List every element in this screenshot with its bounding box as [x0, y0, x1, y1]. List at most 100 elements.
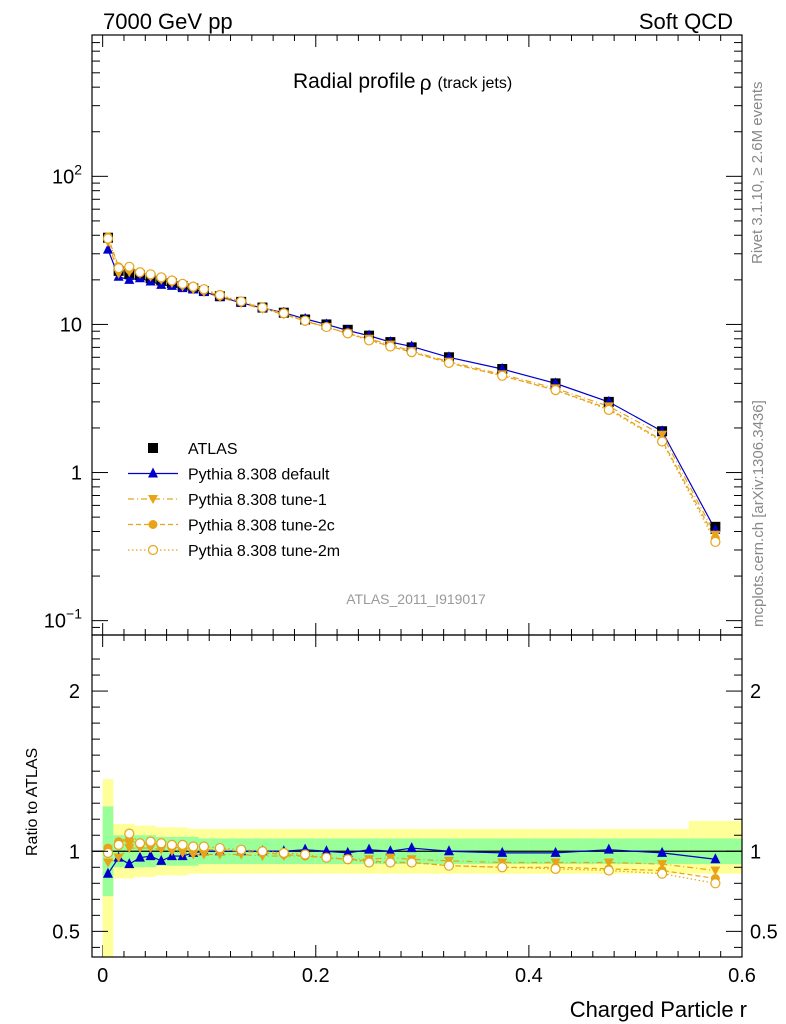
ratio-series-line: [107, 839, 716, 880]
plot-title: Radial profile ρ (track jets): [293, 70, 512, 95]
mc-point: [603, 404, 614, 415]
mc-point: [214, 289, 225, 301]
ratio-point: [385, 845, 396, 856]
mc-point: [385, 341, 396, 352]
legend-marker: [148, 467, 158, 478]
ratio-point: [363, 857, 375, 868]
legend-marker: [148, 495, 158, 504]
ratio-point: [278, 847, 289, 858]
mc-point: [710, 536, 721, 548]
ratio-point: [113, 839, 124, 850]
ratio-point: [300, 849, 311, 860]
analysis-id-label: ATLAS_2011_I919017: [346, 591, 486, 607]
ratio-point: [102, 867, 113, 878]
ratio-point: [124, 844, 135, 854]
rivet-label: Rivet 3.1.10, ≥ 2.6M events: [749, 82, 766, 265]
y-tick-label-base: 10: [44, 611, 66, 633]
legend-marker: [148, 443, 158, 453]
legend-marker: [148, 520, 158, 529]
ratio-point: [198, 841, 209, 852]
ratio-point: [177, 839, 188, 850]
mc-point: [102, 233, 114, 244]
y-tick-label-exponent: 2: [74, 161, 82, 177]
ratio-point: [603, 865, 614, 876]
ratio-point: [710, 878, 721, 889]
ratio-point: [657, 846, 668, 857]
ratio-point: [145, 850, 156, 861]
ratio-point: [113, 853, 124, 863]
ratio-point: [443, 860, 455, 871]
mc-point: [300, 315, 311, 326]
y-tick-label-exponent: −1: [66, 606, 82, 622]
ratio-point: [156, 854, 167, 865]
mc-point: [363, 335, 375, 346]
ratio-frame: [91, 634, 743, 958]
ratio-series-line: [107, 847, 716, 872]
header-right-label: Soft QCD: [639, 9, 733, 34]
mc-point: [124, 261, 135, 272]
ratio-point: [550, 863, 561, 874]
legend-label: Pythia 8.308 tune-1: [188, 492, 327, 509]
ratio-y-tick-label-right: 0.5: [750, 921, 778, 943]
ratio-point: [257, 846, 268, 857]
ratio-y-tick-label-left: 1: [69, 841, 80, 863]
ratio-point: [188, 850, 199, 860]
plot-title-main: Radial profile: [293, 70, 416, 93]
ratio-point: [443, 845, 454, 856]
y-tick-label-base: 10: [52, 166, 74, 188]
y-tick-label: 1: [71, 463, 82, 485]
mc-point: [236, 296, 247, 307]
ratio-point: [166, 839, 178, 850]
y-tick-label-base: 1: [71, 463, 82, 485]
mc-point: [145, 269, 156, 280]
legend-label: Pythia 8.308 tune-2m: [188, 543, 340, 560]
mc-point: [198, 284, 209, 295]
mc-point: [102, 243, 113, 254]
ratio-point: [124, 828, 135, 839]
mc-point: [550, 385, 561, 396]
mcplots-label: mcplots.cern.ch [arXiv:1306.3436]: [750, 400, 767, 627]
ratio-y-tick-label-left: 2: [69, 681, 80, 703]
mc-point: [177, 278, 188, 289]
ratio-point: [657, 860, 668, 870]
mc-point: [188, 281, 199, 292]
ratio-point: [321, 852, 332, 863]
legend-label: ATLAS: [188, 441, 238, 458]
header-left-label: 7000 GeV pp: [103, 9, 233, 34]
mc-point: [656, 436, 668, 447]
ratio-point: [156, 838, 167, 849]
mc-point: [113, 263, 124, 274]
ratio-point: [603, 843, 614, 854]
mc-point: [443, 357, 455, 368]
mc-point: [257, 302, 268, 313]
x-tick-label: 0.6: [728, 965, 756, 987]
mc-point: [406, 347, 417, 358]
ratio-series-line: [107, 832, 716, 884]
ratio-point: [710, 853, 721, 864]
ratio-point: [134, 851, 145, 862]
ratio-point: [134, 838, 146, 849]
ratio-point: [497, 862, 508, 873]
y-tick-label: 102: [52, 161, 82, 188]
y-tick-label-base: 10: [60, 314, 82, 336]
legend-label: Pythia 8.308 tune-2c: [188, 518, 335, 535]
ratio-point: [656, 868, 668, 879]
ratio-point: [406, 842, 417, 853]
mc-point: [124, 273, 135, 284]
ratio-panel: 0 0.2 0.4 0.6 0.5 0.5 1 1 2 2: [52, 634, 778, 987]
main-series-line: [107, 241, 716, 536]
plot-title-symbol: ρ: [420, 72, 432, 95]
ratio-point: [321, 845, 332, 856]
ratio-point: [364, 843, 375, 854]
legend-marker: [147, 544, 159, 556]
ratio-point: [497, 846, 508, 857]
ratio-point: [102, 858, 113, 868]
ratio-y-tick-label-right: 2: [750, 681, 761, 703]
mc-point: [321, 321, 332, 333]
y-tick-label: 10: [60, 314, 82, 336]
mc-point: [657, 430, 668, 440]
x-tick-label: 0.4: [515, 965, 543, 987]
main-series-line: [107, 238, 716, 543]
